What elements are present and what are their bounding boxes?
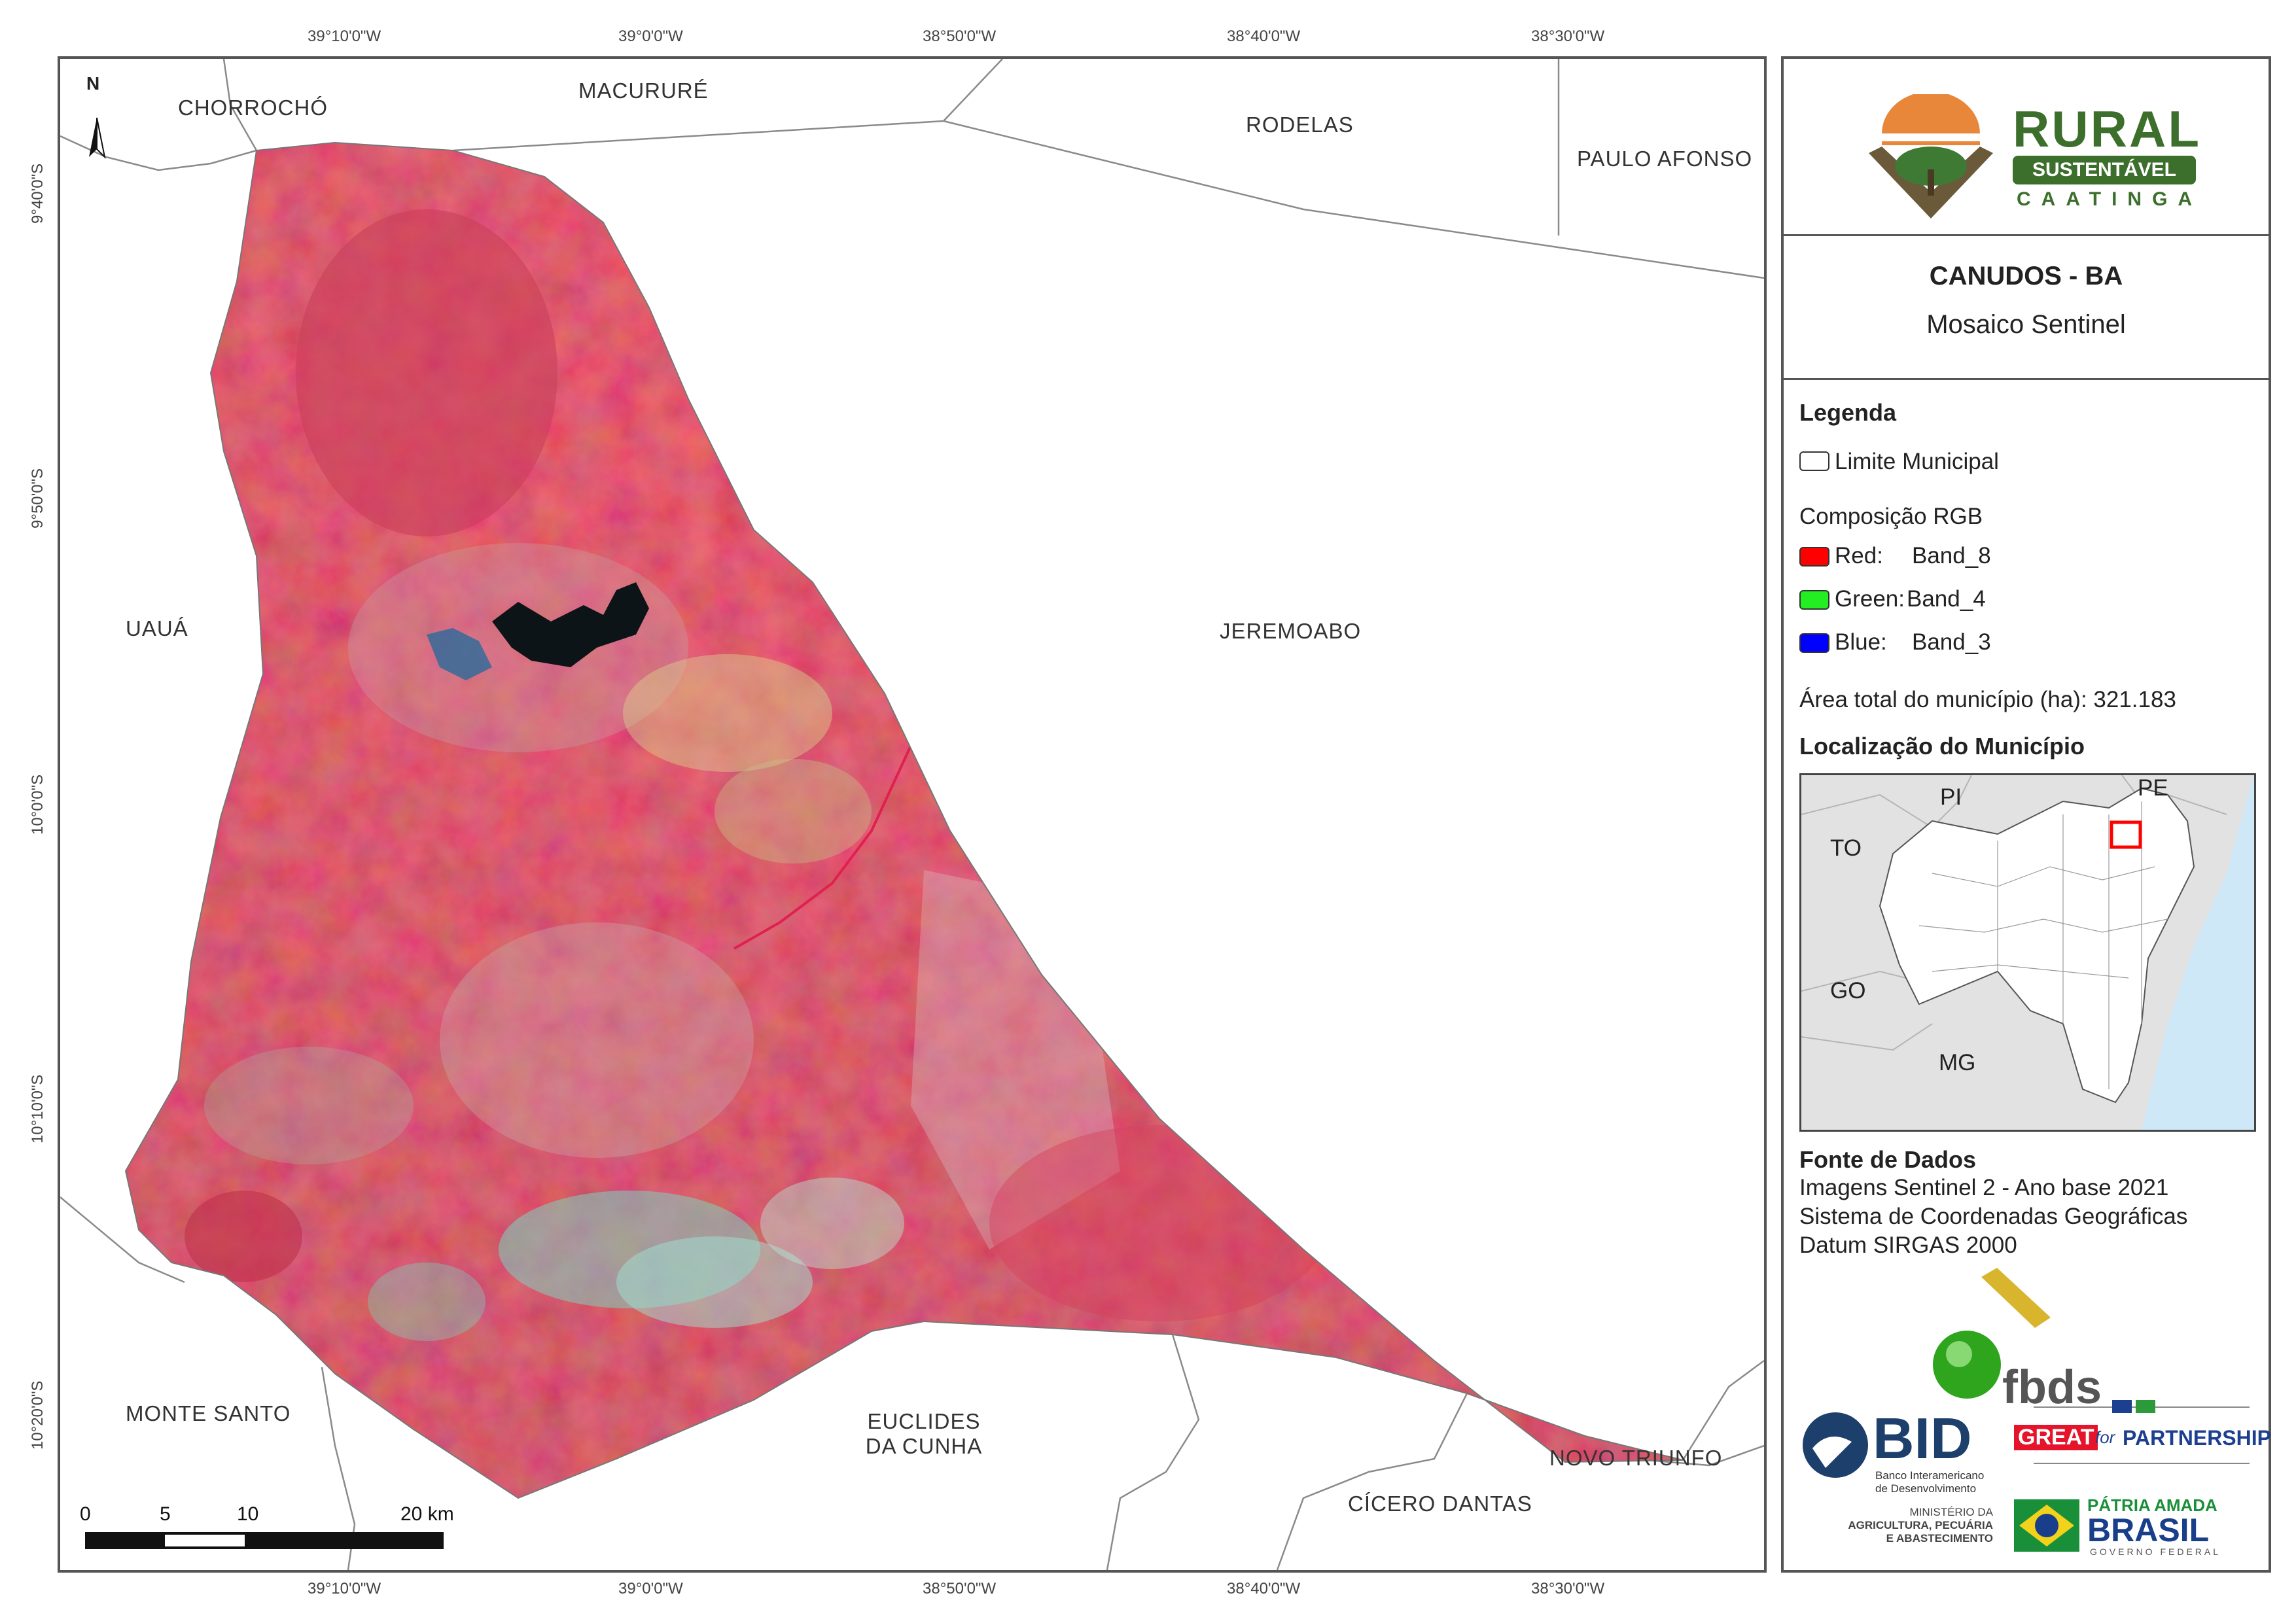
scale-label-10: 10 [237,1503,259,1525]
graticule-top-2: 39°0'0"W [618,27,683,45]
logo-caatinga: CAATINGA [2017,188,2203,210]
graticule-top-5: 38°30'0"W [1531,27,1605,45]
legend-blue-label: Blue: [1835,629,1887,655]
area-total: Área total do município (ha): 321.183 [1799,687,2176,712]
patria-line3: GOVERNO FEDERAL [2090,1546,2221,1557]
limit-swatch [1799,451,1829,471]
great-partnership-logo: GREAT for PARTNERSHIP [2014,1400,2271,1472]
place-cicero-dantas: CÍCERO DANTAS [1348,1492,1532,1516]
map-frame[interactable]: N CHORROCHÓ MACURURÉ RODELAS PAULO AFONS… [58,56,1767,1573]
ministerio-line3: E ABASTECIMENTO [1886,1532,1993,1544]
fbds-text: fbds [2002,1361,2102,1414]
green-swatch [1799,590,1829,610]
graticule-top-1: 39°10'0"W [308,27,381,45]
legend-blue-band: Band_3 [1912,629,1991,655]
graticule-left-2: 9°50'0"S [29,468,46,529]
location-inset-map: PI PE TO GO MG [1799,773,2256,1132]
place-rodelas: RODELAS [1246,113,1354,137]
source-line3: Datum SIRGAS 2000 [1799,1232,2017,1258]
source-line1: Imagens Sentinel 2 - Ano base 2021 [1799,1175,2169,1200]
legend-green-label: Green: [1835,586,1905,612]
graticule-left-5: 10°20'0"S [29,1380,46,1450]
great-bottom-rule [2034,1463,2250,1464]
canudos-location-marker [2110,820,2142,849]
place-jeremoabo: JEREMOABO [1220,619,1362,643]
north-arrow-icon [89,117,106,160]
bid-emblem-icon [1803,1412,1868,1478]
scale-label-5: 5 [160,1503,171,1525]
place-euclides-line1: EUCLIDES [867,1409,981,1433]
graticule-top-4: 38°40'0"W [1227,27,1301,45]
location-heading: Localização do Município [1799,733,2085,759]
graticule-top-3: 38°50'0"W [923,27,997,45]
state-to: TO [1830,835,1862,861]
legend-limit-label: Limite Municipal [1835,449,1999,474]
municipal-limit [124,141,1684,1499]
patria-line2: BRASIL [2087,1512,2210,1548]
ministerio-line1: MINISTÉRIO DA [1909,1506,1993,1518]
place-chorrocho: CHORROCHÓ [178,96,328,120]
map-title: CANUDOS - BA [1929,262,2123,290]
rgb-heading: Composição RGB [1799,504,1983,529]
map-subtitle: Mosaico Sentinel [1926,310,2126,339]
patria-amada-brasil-logo: PÁTRIA AMADA BRASIL GOVERNO FEDERAL [2014,1495,2263,1561]
map-canvas [60,59,1764,1570]
scale-bar [85,1532,444,1549]
legend-red-label: Red: [1835,543,1883,568]
graticule-bottom-2: 39°0'0"W [618,1580,683,1597]
source-heading: Fonte de Dados [1799,1146,1977,1173]
great-for: for [2095,1427,2115,1447]
place-macurure: MACURURÉ [578,79,709,103]
legend-green-band: Band_4 [1907,586,1986,612]
place-euclides-da-cunha: EUCLIDES DA CUNHA [845,1409,1002,1459]
ministerio-block: MINISTÉRIO DA AGRICULTURA, PECUÁRIA E AB… [1797,1506,1993,1545]
brazil-flag-icon [2136,1400,2155,1413]
location-inset-drawing [1801,775,2254,1130]
red-swatch [1799,547,1829,567]
blue-swatch [1799,633,1829,653]
side-panel: RURAL SUSTENTÁVEL CAATINGA CANUDOS - BA … [1781,56,2271,1573]
bid-sub2: de Desenvolvimento [1875,1482,1977,1495]
state-mg: MG [1939,1050,1976,1075]
graticule-bottom-4: 38°40'0"W [1227,1580,1301,1597]
state-pi: PI [1940,784,1962,810]
panel-divider-1 [1784,234,2269,236]
place-novo-triunfo: NOVO TRIUNFO [1549,1446,1723,1470]
great-partnership: PARTNERSHIP [2123,1426,2271,1450]
fbds-emblem-icon [1933,1268,2051,1399]
graticule-left-3: 10°0'0"S [29,774,46,835]
brasil-flag-icon [2014,1499,2079,1552]
graticule-left-4: 10°10'0"S [29,1074,46,1143]
graticule-bottom-5: 38°30'0"W [1531,1580,1605,1597]
municipality-mosaic [126,143,1683,1498]
ministerio-line2: AGRICULTURA, PECUÁRIA [1848,1519,1993,1531]
bid-sub1: Banco Interamericano [1875,1469,1985,1482]
panel-divider-2 [1784,378,2269,380]
place-monte-santo: MONTE SANTO [126,1401,291,1425]
scale-label-0: 0 [80,1503,91,1525]
fbds-logo: fbds [1929,1268,2125,1425]
place-euclides-line2: DA CUNHA [865,1434,983,1458]
uk-flag-icon [2112,1400,2132,1413]
rural-sustentavel-logo: RURAL SUSTENTÁVEL CAATINGA [1862,94,2255,225]
place-uaua: UAUÁ [126,616,188,640]
great-text: GREAT [2014,1425,2098,1450]
source-line2: Sistema de Coordenadas Geográficas [1799,1204,2188,1229]
graticule-left-1: 9°40'0"S [29,163,46,224]
state-go: GO [1830,978,1866,1003]
north-arrow-label: N [86,73,100,94]
legend-red-band: Band_8 [1912,543,1991,568]
logo-rural: RURAL [2013,100,2201,158]
bid-text: BID [1873,1406,1972,1471]
place-paulo-afonso: PAULO AFONSO [1577,147,1753,171]
logo-emblem-icon [1869,94,1993,218]
graticule-bottom-3: 38°50'0"W [923,1580,997,1597]
graticule-bottom-1: 39°10'0"W [308,1580,381,1597]
logo-sustentavel: SUSTENTÁVEL [2013,156,2196,184]
legend-heading: Legenda [1799,399,1897,426]
patria-line1: PÁTRIA AMADA [2087,1495,2217,1515]
bid-logo: BID Banco Interamericano de Desenvolvime… [1799,1406,2009,1527]
state-pe: PE [2138,775,2168,801]
scale-label-20km: 20 km [400,1503,454,1525]
